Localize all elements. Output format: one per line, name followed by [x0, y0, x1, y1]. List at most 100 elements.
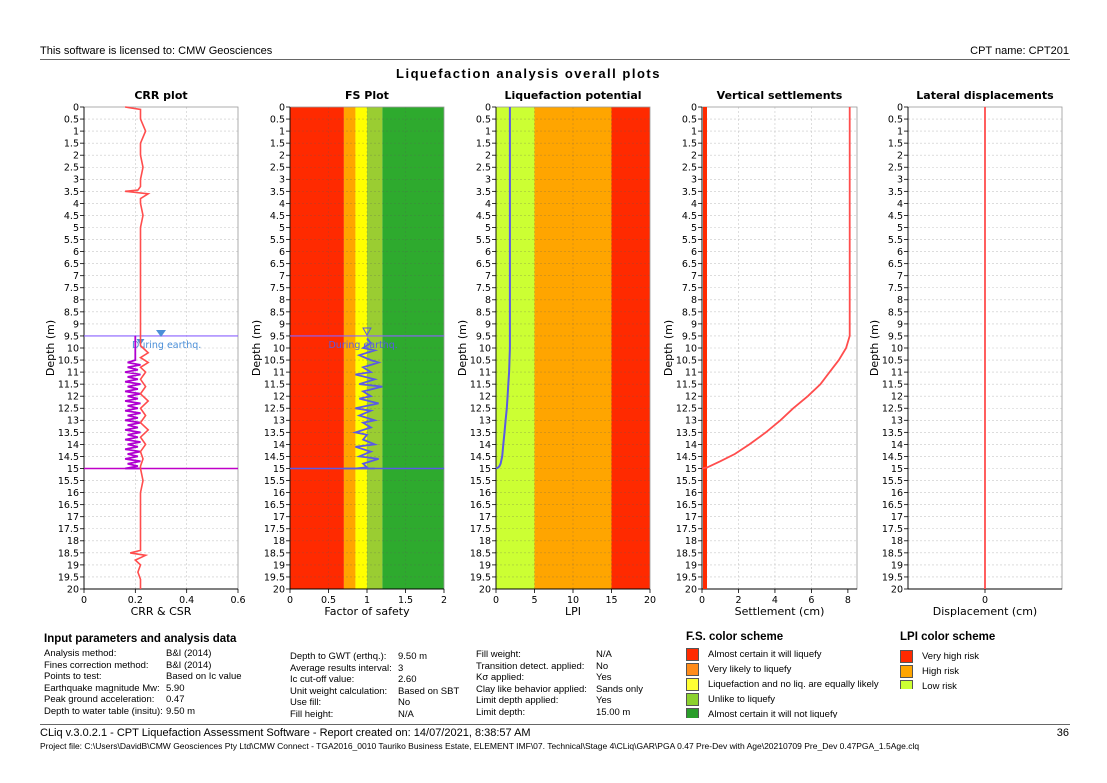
param-row: Earthquake magnitude Mw: 5.90	[44, 683, 242, 695]
y-tick-label: 7.5	[64, 283, 79, 294]
y-tick-label: 0	[485, 102, 491, 113]
legend-label: Very likely to liquefy	[708, 664, 792, 675]
gwt-label: During earthq.	[132, 340, 201, 351]
fs-scheme-legend: Almost certain it will liquefy Very like…	[686, 647, 879, 718]
y-tick-label: 5.5	[64, 235, 79, 246]
settlement-zero-bar	[703, 107, 707, 589]
param-row: Fines correction method: B&I (2014)	[44, 660, 242, 672]
y-tick-label: 14.5	[264, 452, 285, 463]
legend-item: Liquefaction and no liq. are equally lik…	[686, 677, 879, 692]
y-tick-label: 11.5	[882, 380, 903, 391]
gwt-marker-icon	[156, 329, 166, 337]
y-tick-label: 19.5	[882, 572, 903, 583]
y-tick-label: 5.5	[888, 235, 903, 246]
y-tick-label: 1	[73, 127, 79, 138]
param-row: Fill weight: N/A	[476, 649, 643, 661]
y-tick-label: 7	[279, 271, 285, 282]
y-tick-label: 18.5	[58, 548, 79, 559]
y-tick-label: 9.5	[476, 331, 491, 342]
x-axis-label: CRR & CSR	[131, 605, 192, 618]
y-tick-label: 13.5	[676, 428, 697, 439]
x-tick-label: 20	[644, 595, 656, 606]
header-rule	[40, 59, 1070, 60]
lpi-line	[495, 107, 511, 470]
param-row: Points to test: Based on Ic value	[44, 671, 242, 683]
y-tick-label: 12	[67, 392, 79, 403]
swatch-red	[900, 650, 913, 663]
y-tick-label: 0.5	[682, 114, 697, 125]
y-tick-label: 3.5	[270, 187, 285, 198]
x-tick-label: 2	[735, 595, 741, 606]
y-tick-label: 9	[485, 319, 491, 330]
y-tick-label: 2	[73, 151, 79, 162]
y-tick-label: 10.5	[470, 355, 491, 366]
y-tick-label: 13	[273, 416, 285, 427]
swatch-light-green	[900, 680, 913, 689]
lpi-scheme-legend: Very high risk High risk Low risk	[900, 649, 979, 689]
param-row: Transition detect. applied: No	[476, 661, 643, 673]
x-tick-label: 15	[605, 595, 617, 606]
y-tick-label: 12	[273, 392, 285, 403]
param-label: Limit depth:	[476, 706, 526, 718]
y-tick-label: 8	[691, 295, 697, 306]
y-tick-label: 7.5	[476, 283, 491, 294]
y-tick-label: 11	[685, 368, 697, 379]
y-tick-label: 1.5	[476, 139, 491, 150]
y-tick-label: 19	[479, 560, 491, 571]
y-tick-label: 4.5	[888, 211, 903, 222]
param-value: 9.50 m	[166, 705, 196, 717]
param-value: No	[596, 660, 609, 672]
y-tick-label: 12	[479, 392, 491, 403]
y-tick-label: 2.5	[476, 163, 491, 174]
param-label: Kσ applied:	[476, 672, 525, 684]
param-value: 3	[398, 662, 404, 674]
param-label: Peak ground acceleration:	[44, 694, 155, 706]
y-tick-label: 17.5	[58, 524, 79, 535]
footer-software: CLiq v.3.0.2.1 - CPT Liquefaction Assess…	[40, 727, 531, 739]
y-tick-label: 11.5	[470, 380, 491, 391]
y-tick-label: 12.5	[882, 404, 903, 415]
x-tick-label: 10	[567, 595, 579, 606]
param-label: Fines correction method:	[44, 659, 149, 671]
x-tick-label: 0	[493, 595, 499, 606]
x-axis-label: LPI	[565, 605, 581, 618]
y-tick-label: 13	[479, 416, 491, 427]
x-tick-label: 8	[845, 595, 851, 606]
y-tick-label: 10.5	[676, 355, 697, 366]
legend-item: Low risk	[900, 679, 979, 689]
param-row: Peak ground acceleration: 0.47	[44, 694, 242, 706]
param-value: 5.90	[166, 682, 185, 694]
y-tick-label: 11	[891, 368, 903, 379]
y-tick-label: 14	[67, 440, 79, 451]
swatch-light-green	[686, 693, 699, 706]
y-tick-label: 6.5	[64, 259, 79, 270]
x-axis-label: Settlement (cm)	[735, 605, 825, 618]
y-tick-label: 16.5	[882, 500, 903, 511]
y-tick-label: 11.5	[676, 380, 697, 391]
y-tick-label: 17	[685, 512, 697, 523]
x-tick-label: 0	[81, 595, 87, 606]
swatch-red	[686, 648, 699, 661]
y-axis-label: Depth (m)	[44, 320, 57, 376]
x-tick-label: 1.5	[398, 595, 413, 606]
chart-title: Vertical settlements	[717, 89, 843, 102]
y-tick-label: 15	[273, 464, 285, 475]
legend-label: Almost certain it will not liquefy	[708, 709, 838, 718]
y-tick-label: 3	[897, 175, 903, 186]
y-tick-label: 17	[67, 512, 79, 523]
param-label: Points to test:	[44, 671, 102, 683]
y-tick-label: 8.5	[270, 307, 285, 318]
y-tick-label: 11.5	[58, 380, 79, 391]
param-row: Use fill: No	[290, 697, 459, 709]
x-tick-label: 2	[441, 595, 447, 606]
crr-line	[124, 106, 151, 589]
y-tick-label: 4.5	[270, 211, 285, 222]
x-tick-label: 6	[808, 595, 814, 606]
y-tick-label: 14.5	[58, 452, 79, 463]
param-row: Clay like behavior applied: Sands only	[476, 684, 643, 696]
y-tick-label: 7	[73, 271, 79, 282]
y-tick-label: 13	[67, 416, 79, 427]
y-tick-label: 11.5	[264, 380, 285, 391]
y-axis-label: Depth (m)	[662, 320, 675, 376]
y-tick-label: 7.5	[682, 283, 697, 294]
